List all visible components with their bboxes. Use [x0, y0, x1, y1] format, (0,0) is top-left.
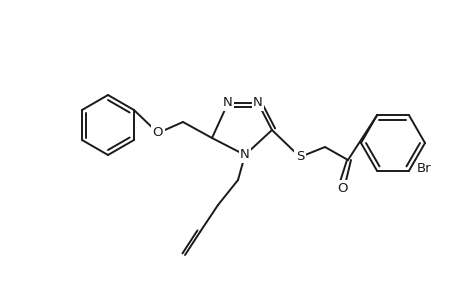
Text: S: S — [295, 151, 303, 164]
Text: N: N — [223, 97, 232, 110]
Text: O: O — [337, 182, 347, 194]
Text: Br: Br — [416, 162, 431, 175]
Text: N: N — [240, 148, 249, 161]
Text: N: N — [252, 97, 262, 110]
Text: O: O — [152, 127, 163, 140]
